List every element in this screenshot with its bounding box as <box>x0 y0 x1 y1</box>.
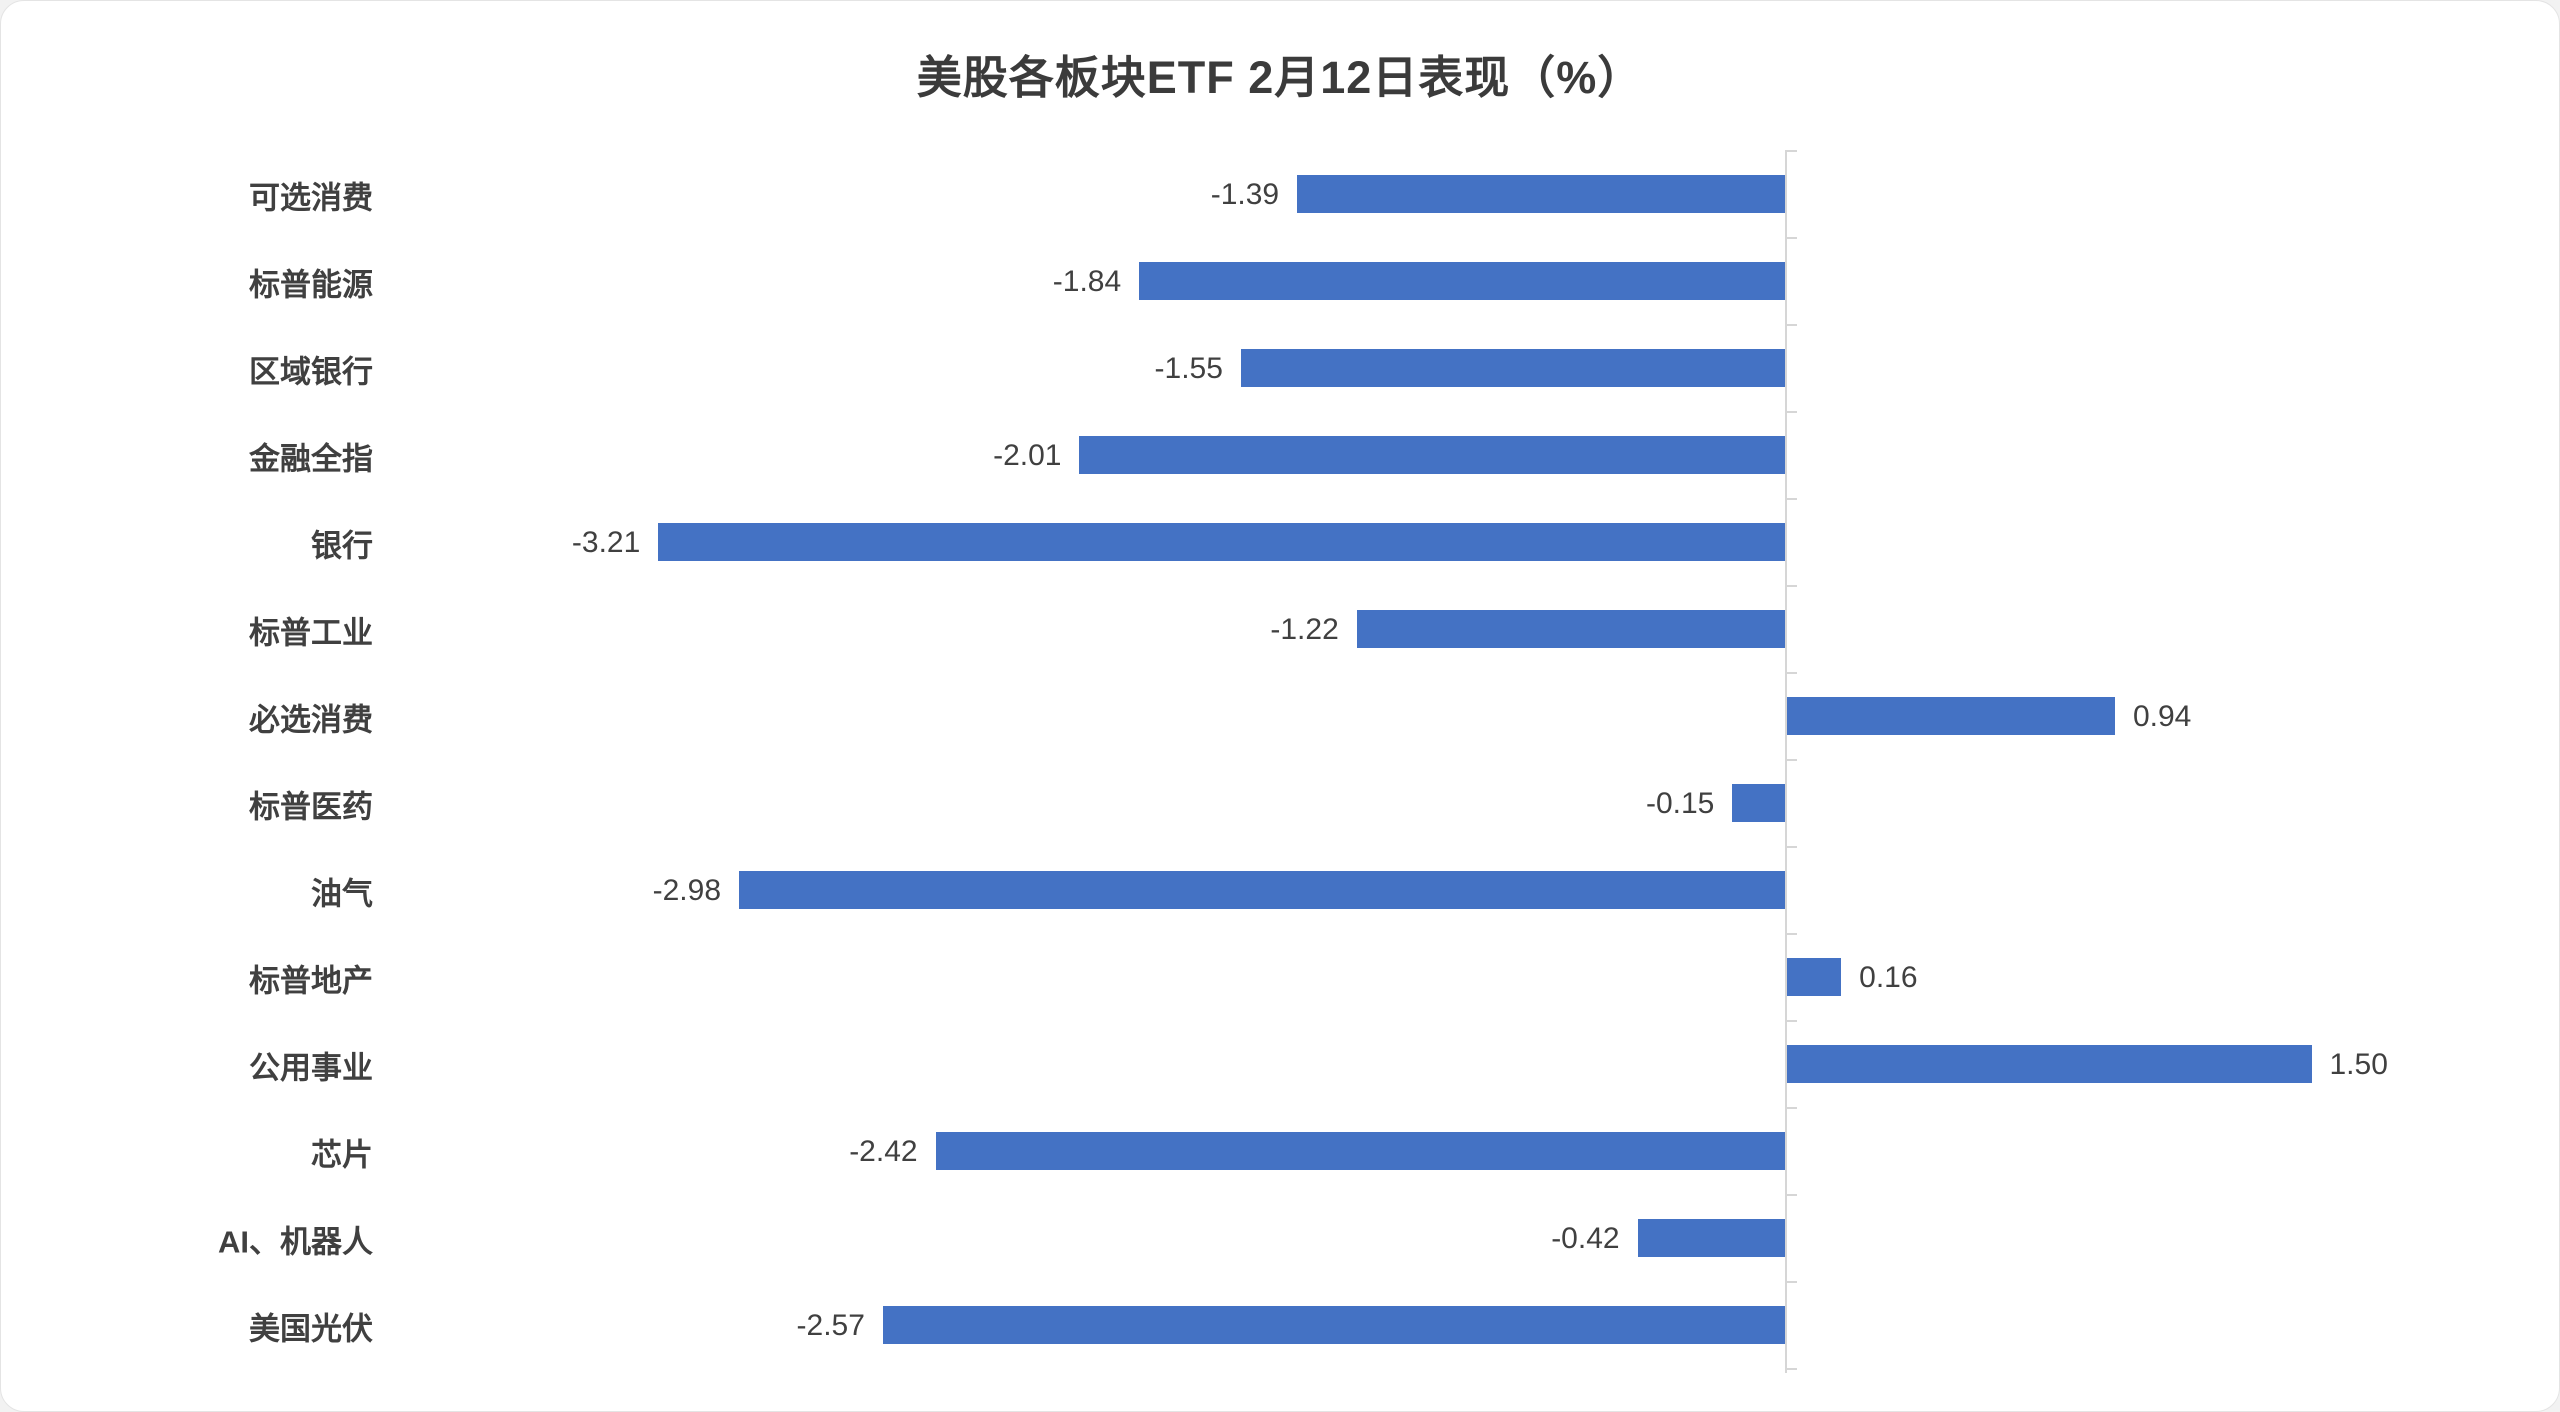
category-label: 标普工业 <box>249 615 373 650</box>
category-axis-line <box>1785 151 1787 1373</box>
category-label: 油气 <box>311 876 373 911</box>
chart-row: 银行 -3.21 <box>1 499 2559 586</box>
value-label: -3.21 <box>571 525 641 559</box>
plot-area: 可选消费 -1.39 标普能源 -1.84 区域银行 -1.55 金融全指 -2.01 银行 -3… <box>1 150 2559 1373</box>
axis-tick <box>1785 1368 1797 1370</box>
axis-tick <box>1785 237 1797 239</box>
value-label: -2.42 <box>849 1134 918 1168</box>
bar <box>739 871 1785 909</box>
category-label: 金融全指 <box>249 441 373 476</box>
chart-rows: 可选消费 -1.39 标普能源 -1.84 区域银行 -1.55 金融全指 -2.01 银行 -3… <box>1 151 2559 1373</box>
value-label: -2.98 <box>652 873 722 907</box>
axis-tick <box>1785 846 1797 848</box>
category-label: 芯片 <box>311 1137 373 1172</box>
category-label: 美国光伏 <box>249 1311 373 1346</box>
axis-tick <box>1785 150 1797 152</box>
category-label: AI、机器人 <box>218 1224 373 1259</box>
value-label: -2.01 <box>993 438 1062 472</box>
bar <box>1297 175 1785 213</box>
value-label: -0.42 <box>1551 1221 1620 1255</box>
category-label: 标普医药 <box>249 789 373 824</box>
category-label: 必选消费 <box>249 702 373 737</box>
axis-tick <box>1785 933 1797 935</box>
value-label: -1.55 <box>1154 351 1223 385</box>
bar <box>1240 349 1785 387</box>
category-label: 标普地产 <box>249 963 373 998</box>
axis-tick <box>1785 324 1797 326</box>
value-label: -1.22 <box>1270 612 1339 646</box>
chart-row: 标普能源 -1.84 <box>1 238 2559 325</box>
chart-row: 金融全指 -2.01 <box>1 412 2559 499</box>
chart-row: AI、机器人 -0.42 <box>1 1195 2559 1282</box>
bar <box>1785 697 2115 735</box>
bar <box>1785 1045 2312 1083</box>
category-label: 公用事业 <box>249 1050 373 1085</box>
axis-tick <box>1785 1020 1797 1022</box>
chart-row: 可选消费 -1.39 <box>1 151 2559 238</box>
bar <box>1356 610 1785 648</box>
bar <box>1079 436 1785 474</box>
category-label: 可选消费 <box>249 180 373 215</box>
bar <box>658 523 1785 561</box>
value-label: 1.50 <box>2329 1047 2388 1081</box>
chart-row: 美国光伏 -2.57 <box>1 1282 2559 1369</box>
value-label: -0.15 <box>1645 786 1715 820</box>
chart-title: 美股各板块ETF 2月12日表现（%） <box>916 52 1644 103</box>
chart-row: 芯片 -2.42 <box>1 1108 2559 1195</box>
value-label: 0.94 <box>2132 699 2192 733</box>
axis-tick <box>1785 1107 1797 1109</box>
axis-tick <box>1785 1281 1797 1283</box>
chart-row: 标普医药 -0.15 <box>1 760 2559 847</box>
value-label: -1.39 <box>1210 177 1280 211</box>
value-label: -2.57 <box>796 1308 865 1342</box>
bar <box>935 1132 1785 1170</box>
chart-row: 公用事业 1.50 <box>1 1021 2559 1108</box>
value-label: -1.84 <box>1052 264 1122 298</box>
chart-row: 油气 -2.98 <box>1 847 2559 934</box>
axis-tick <box>1785 498 1797 500</box>
axis-tick <box>1785 672 1797 674</box>
bar <box>1785 958 1842 996</box>
category-label: 银行 <box>311 528 373 563</box>
axis-tick <box>1785 759 1797 761</box>
value-label: 0.16 <box>1859 960 1918 994</box>
chart-row: 区域银行 -1.55 <box>1 325 2559 412</box>
bar <box>1732 784 1785 822</box>
axis-tick <box>1785 585 1797 587</box>
axis-tick <box>1785 1194 1797 1196</box>
bar <box>1139 262 1785 300</box>
chart-row: 标普地产 0.16 <box>1 934 2559 1021</box>
category-label: 区域银行 <box>249 354 373 389</box>
category-label: 标普能源 <box>249 267 373 302</box>
chart-row: 必选消费 0.94 <box>1 673 2559 760</box>
bar <box>1637 1219 1785 1257</box>
axis-tick <box>1785 411 1797 413</box>
bar <box>882 1306 1785 1344</box>
chart-row: 标普工业 -1.22 <box>1 586 2559 673</box>
